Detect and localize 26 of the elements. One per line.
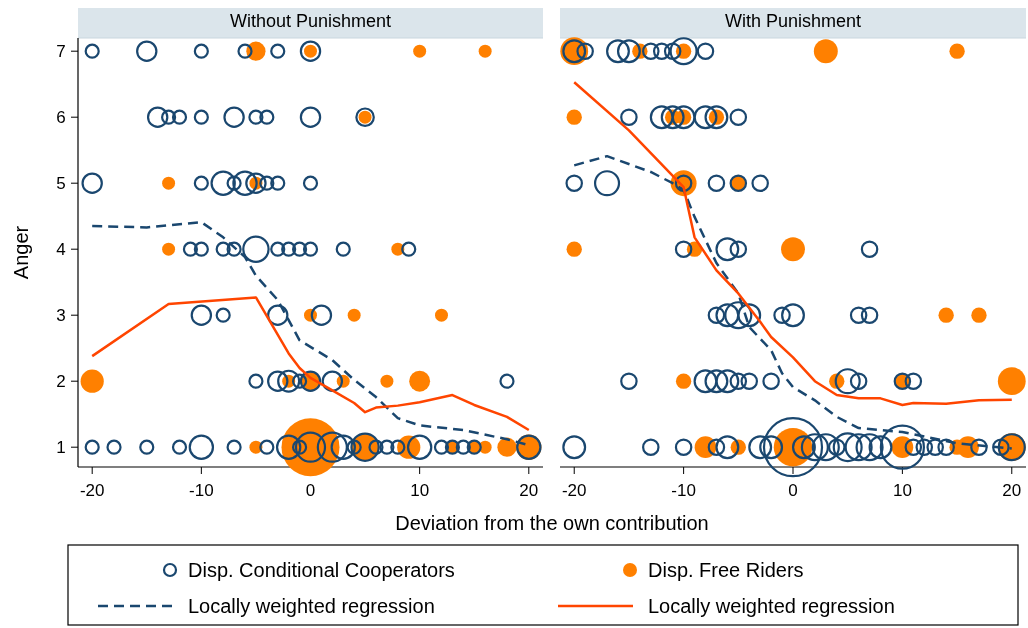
legend-label: Locally weighted regression <box>188 595 435 617</box>
y-tick-label: 4 <box>56 240 66 260</box>
x-tick-label: -10 <box>671 481 696 500</box>
y-tick-label: 5 <box>56 174 66 194</box>
y-tick-label: 1 <box>56 438 66 458</box>
line-series <box>90 296 531 432</box>
y-tick-label: 6 <box>56 108 66 128</box>
x-axis-title: Deviation from the own contribution <box>395 512 709 534</box>
x-tick-label: 0 <box>788 481 798 500</box>
legend-label: Locally weighted regression <box>648 595 895 617</box>
y-tick-label: 3 <box>56 306 66 326</box>
x-tick-label: -10 <box>189 481 214 500</box>
x-tick-label: -20 <box>561 481 587 500</box>
legend-label: Disp. Conditional Cooperators <box>188 559 455 581</box>
y-tick-label: 2 <box>56 372 66 392</box>
y-tick-label: 7 <box>56 42 66 62</box>
x-tick-label: 10 <box>892 481 912 500</box>
chart-title: Without Punishment <box>229 11 392 31</box>
legend-label: Disp. Free Riders <box>648 559 804 581</box>
x-tick-label: 10 <box>410 481 430 500</box>
x-tick-label: 0 <box>305 481 316 500</box>
chart-title: With Punishment <box>724 11 862 31</box>
x-tick-label: 20 <box>1002 481 1022 500</box>
y-axis-title: Anger <box>10 225 32 280</box>
x-tick-label: -20 <box>79 481 105 500</box>
x-tick-label: 20 <box>519 481 539 500</box>
